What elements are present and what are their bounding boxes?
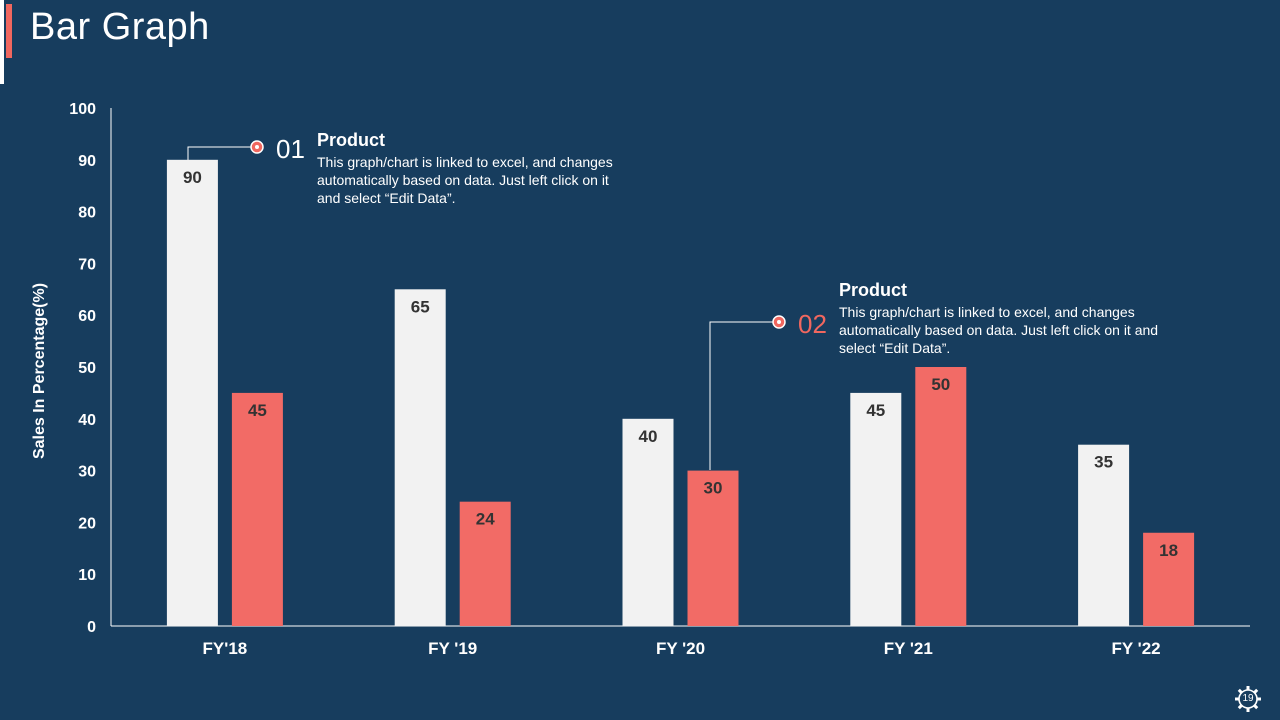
y-tick-label: 70 [78, 256, 96, 273]
y-tick-label: 80 [78, 205, 96, 222]
y-tick-label: 30 [78, 464, 96, 481]
y-tick-label: 10 [78, 567, 96, 584]
data-label: 50 [931, 375, 950, 394]
gear-icon [1235, 686, 1261, 712]
annotation-01-heading: Product [317, 130, 386, 150]
bar-series2-2 [459, 501, 511, 626]
data-label: 45 [866, 401, 885, 420]
data-label: 90 [183, 168, 202, 187]
data-label: 45 [248, 401, 267, 420]
bar-series2-4 [915, 367, 967, 626]
annotation-02-heading: Product [839, 280, 908, 300]
page-number-badge: 19 [1233, 684, 1263, 714]
annotation-02-leader [709, 321, 779, 470]
y-tick-label: 50 [78, 360, 96, 377]
y-tick-label: 20 [78, 515, 96, 532]
bar-series1-4 [850, 392, 902, 626]
annotation-01-body: This graph/chart is linked to excel, and… [317, 154, 613, 206]
page-number: 19 [1242, 693, 1254, 704]
y-tick-label: 60 [78, 308, 96, 325]
annotation-01: Product This graph/chart is linked to ex… [317, 130, 617, 207]
bar-series1-2 [394, 289, 446, 626]
annotation-02-number: 02 [798, 309, 827, 339]
y-axis-title: Sales In Percentage(%) [31, 283, 48, 459]
slide-title: Bar Graph [30, 6, 210, 48]
bar-series1-1 [166, 159, 218, 627]
y-tick-label: 40 [78, 412, 96, 429]
data-label: 24 [476, 510, 495, 529]
data-label: 30 [704, 479, 723, 498]
data-label: 65 [411, 297, 430, 316]
annotation-01-marker-dot [255, 145, 259, 149]
data-label: 35 [1094, 453, 1113, 472]
x-tick-label: FY '22 [1112, 639, 1161, 658]
x-tick-label: FY '19 [428, 639, 477, 658]
bar-series1-5 [1078, 444, 1130, 626]
annotation-01-number: 01 [276, 134, 305, 164]
annotation-01-leader [187, 146, 257, 160]
title-divider-line [0, 0, 4, 84]
y-tick-label: 90 [78, 153, 96, 170]
annotation-02: Product This graph/chart is linked to ex… [839, 280, 1174, 357]
title-accent-bar [6, 4, 12, 58]
y-tick-label: 0 [87, 619, 96, 636]
bar-series2-1 [231, 392, 283, 626]
data-label: 18 [1159, 541, 1178, 560]
annotation-02-body: This graph/chart is linked to excel, and… [839, 304, 1159, 356]
bar-series2-5 [1143, 532, 1195, 626]
x-tick-label: FY '21 [884, 639, 933, 658]
data-label: 40 [639, 427, 658, 446]
x-tick-label: FY'18 [203, 639, 248, 658]
annotation-02-marker-dot [777, 320, 781, 324]
y-tick-label: 100 [69, 101, 96, 118]
bar-series2-3 [687, 470, 739, 626]
bar-series1-3 [622, 418, 674, 626]
x-tick-label: FY '20 [656, 639, 705, 658]
